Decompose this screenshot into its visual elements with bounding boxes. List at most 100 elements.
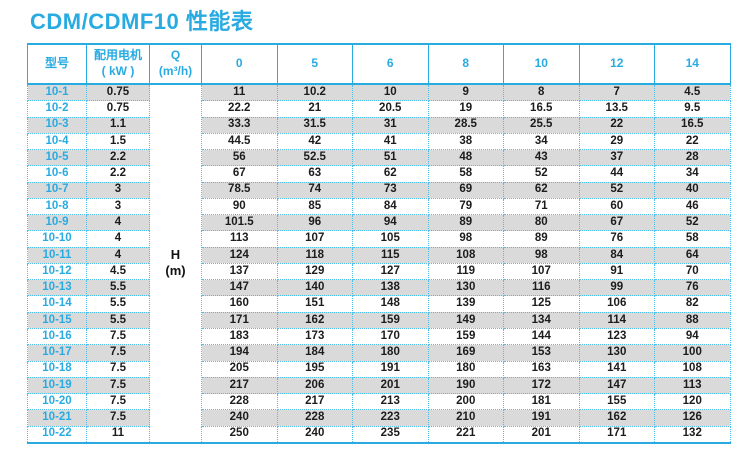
head-unit-line2: (m) (165, 263, 186, 279)
motor-kw-cell: 7.5 (86, 344, 150, 362)
head-value-cell: 115 (352, 247, 429, 264)
table-row: 10-10 4 113 107 105 98 89 76 58 (27, 230, 731, 248)
col-header-q8: 8 (427, 43, 504, 85)
head-value-cell: 34 (654, 165, 731, 183)
head-value-cell: 16.5 (654, 117, 731, 134)
head-value-cell: 37 (578, 149, 655, 167)
head-value-cell: 101.5 (201, 214, 278, 232)
table-row: 10-14 5.5 160 151 148 139 125 106 82 (27, 295, 731, 313)
head-value-cell: 217 (201, 377, 278, 395)
head-value-cell: 106 (578, 295, 655, 313)
head-value-cell: 181 (503, 393, 580, 411)
head-value-cell: 67 (578, 214, 655, 232)
head-value-cell: 213 (352, 393, 429, 411)
head-value-cell: 91 (578, 263, 655, 281)
model-cell: 10-4 (27, 133, 87, 151)
head-value-cell: 96 (276, 214, 353, 232)
model-cell: 10-17 (27, 344, 87, 362)
head-value-cell: 79 (427, 198, 504, 216)
head-value-cell: 8 (503, 84, 580, 102)
head-value-cell: 134 (503, 312, 580, 329)
head-value-cell: 48 (427, 149, 504, 167)
head-value-cell: 38 (427, 133, 504, 151)
head-value-cell: 56 (201, 149, 278, 167)
head-value-cell: 34 (503, 133, 580, 151)
head-value-cell: 200 (427, 393, 504, 411)
table-row: 10-20 7.5 228 217 213 200 181 155 120 (27, 393, 731, 411)
head-value-cell: 159 (427, 328, 504, 346)
head-value-cell: 137 (201, 263, 278, 281)
head-value-cell: 205 (201, 361, 278, 378)
head-value-cell: 107 (276, 230, 353, 248)
head-value-cell: 210 (427, 409, 504, 427)
motor-kw-cell: 7.5 (86, 328, 150, 346)
head-value-cell: 67 (201, 165, 278, 183)
head-value-cell: 148 (352, 295, 429, 313)
head-value-cell: 58 (427, 165, 504, 183)
col-header-motor-line2: ( kW ) (101, 64, 135, 78)
head-value-cell: 88 (654, 312, 731, 329)
model-cell: 10-8 (27, 198, 87, 216)
col-header-motor: 配用电机 ( kW ) (86, 43, 150, 85)
table-row: 10-12 4.5 137 129 127 119 107 91 70 (27, 263, 731, 281)
motor-kw-cell: 11 (86, 426, 150, 444)
table-row: 10-18 7.5 205 195 191 180 163 141 108 (27, 361, 731, 378)
table-row: 10-19 7.5 217 206 201 190 172 147 113 (27, 377, 731, 395)
head-value-cell: 22 (654, 133, 731, 151)
head-value-cell: 78.5 (201, 182, 278, 199)
head-value-cell: 118 (276, 247, 353, 264)
motor-kw-cell: 5.5 (86, 312, 150, 329)
head-value-cell: 221 (427, 426, 504, 444)
model-cell: 10-5 (27, 149, 87, 167)
head-value-cell: 235 (352, 426, 429, 444)
head-value-cell: 125 (503, 295, 580, 313)
head-value-cell: 113 (654, 377, 731, 395)
table-row: 10-1 0.75 H (m) 11 10.2 10 9 8 7 4.5 (27, 84, 731, 444)
head-value-cell: 76 (578, 230, 655, 248)
head-value-cell: 217 (276, 393, 353, 411)
head-unit-line1: H (170, 247, 181, 263)
head-value-cell: 108 (654, 361, 731, 378)
table-row: 10-16 7.5 183 173 170 159 144 123 94 (27, 328, 731, 346)
motor-kw-cell: 1.5 (86, 133, 150, 151)
head-value-cell: 64 (654, 247, 731, 264)
head-value-cell: 228 (276, 409, 353, 427)
col-header-flow-line1: Q (170, 48, 181, 63)
table-row: 10-13 5.5 147 140 138 130 116 99 76 (27, 279, 731, 297)
head-value-cell: 25.5 (503, 117, 580, 134)
table-body: 10-1 0.75 H (m) 11 10.2 10 9 8 7 4.5 10-2 0.75 22.2 21… (27, 84, 731, 444)
head-value-cell: 7 (578, 84, 655, 102)
head-value-cell: 69 (427, 182, 504, 199)
table-row: 10-21 7.5 240 228 223 210 191 162 126 (27, 409, 731, 427)
head-value-cell: 94 (654, 328, 731, 346)
head-value-cell: 16.5 (503, 100, 580, 118)
model-cell: 10-12 (27, 263, 87, 281)
motor-kw-cell: 2.2 (86, 149, 150, 167)
head-value-cell: 89 (427, 214, 504, 232)
head-value-cell: 41 (352, 133, 429, 151)
head-value-cell: 89 (503, 230, 580, 248)
motor-kw-cell: 7.5 (86, 409, 150, 427)
head-value-cell: 105 (352, 230, 429, 248)
head-value-cell: 170 (352, 328, 429, 346)
table-row: 10-6 2.2 67 63 62 58 52 44 34 (27, 165, 731, 183)
head-value-cell: 31.5 (276, 117, 353, 134)
table-row: 10-15 5.5 171 162 159 149 134 114 88 (27, 312, 731, 329)
head-value-cell: 228 (201, 393, 278, 411)
table-row: 10-17 7.5 194 184 180 169 153 130 100 (27, 344, 731, 362)
head-value-cell: 190 (427, 377, 504, 395)
head-value-cell: 191 (503, 409, 580, 427)
head-value-cell: 33.3 (201, 117, 278, 134)
head-value-cell: 98 (427, 230, 504, 248)
head-value-cell: 173 (276, 328, 353, 346)
col-header-q5: 5 (276, 43, 353, 85)
head-value-cell: 120 (654, 393, 731, 411)
head-value-cell: 172 (503, 377, 580, 395)
head-value-cell: 28 (654, 149, 731, 167)
model-cell: 10-18 (27, 361, 87, 378)
head-value-cell: 108 (427, 247, 504, 264)
head-value-cell: 191 (352, 361, 429, 378)
model-cell: 10-9 (27, 214, 87, 232)
head-value-cell: 124 (201, 247, 278, 264)
head-value-cell: 63 (276, 165, 353, 183)
